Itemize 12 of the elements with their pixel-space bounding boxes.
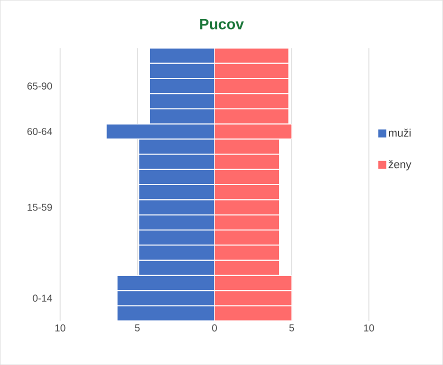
x-tick-label: 5 (134, 324, 140, 332)
y-tick-label: 0-14 (32, 294, 52, 302)
x-tick-label: 0 (212, 324, 217, 332)
x-tick-label: 5 (289, 324, 294, 332)
y-tick-label: 15-59 (28, 204, 52, 211)
y-tick-label: 60-64 (27, 128, 52, 135)
y-tick-label: 65-90 (27, 82, 52, 90)
x-tick-label: 10 (55, 324, 66, 332)
legend-label: ženy (388, 160, 412, 170)
x-tick-label: 10 (364, 324, 374, 332)
chart-title: Pucov (200, 18, 244, 30)
legend-label: muži (388, 128, 411, 137)
